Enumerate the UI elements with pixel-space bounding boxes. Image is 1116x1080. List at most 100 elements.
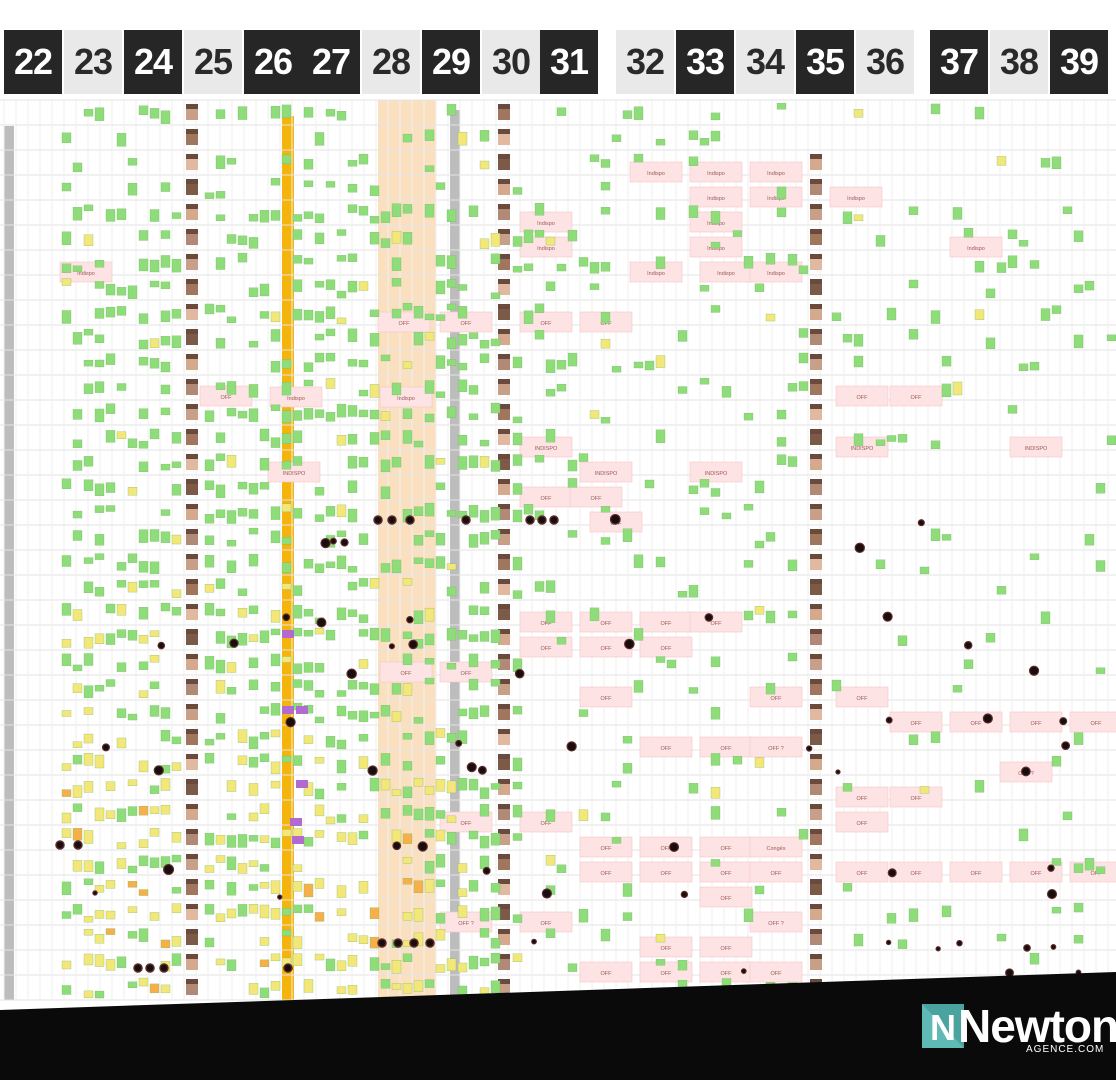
week-36-label[interactable]: 36 xyxy=(856,30,914,94)
sticky-note xyxy=(600,159,611,168)
sticky-note xyxy=(908,329,919,340)
week-28-label[interactable]: 28 xyxy=(362,30,420,94)
sticky-note xyxy=(303,662,314,673)
off-block xyxy=(639,636,693,658)
event-dot xyxy=(1020,766,1031,777)
sticky-note xyxy=(127,630,138,641)
week-27-label[interactable]: 27 xyxy=(302,30,360,94)
avatar-hair xyxy=(498,404,510,409)
sticky-note xyxy=(413,880,424,893)
week-35-label[interactable]: 35 xyxy=(796,30,854,94)
week-24-label[interactable]: 24 xyxy=(124,30,182,94)
event-dot xyxy=(229,638,239,648)
sticky-note xyxy=(281,154,292,165)
sticky-note xyxy=(94,534,105,546)
sticky-note xyxy=(424,677,435,685)
sticky-note xyxy=(512,804,523,818)
week-33-label[interactable]: 33 xyxy=(676,30,734,94)
sticky-note xyxy=(710,130,721,142)
avatar-hair xyxy=(810,704,822,709)
week-22-label[interactable]: 22 xyxy=(4,30,62,94)
avatar-hair xyxy=(186,404,198,409)
week-29-label[interactable]: 29 xyxy=(422,30,480,94)
sticky-note xyxy=(611,366,622,373)
sticky-note xyxy=(347,184,358,193)
sticky-note xyxy=(138,339,149,350)
sticky-note xyxy=(61,478,72,489)
sticky-note xyxy=(908,206,919,215)
left-gutter xyxy=(4,126,14,1000)
sticky-note xyxy=(600,812,611,822)
sticky-note xyxy=(336,255,347,262)
avatar-hair xyxy=(186,854,198,859)
week-32-label[interactable]: 32 xyxy=(616,30,674,94)
week-31-label[interactable]: 31 xyxy=(540,30,598,94)
week-39-label[interactable]: 39 xyxy=(1050,30,1108,94)
sticky-note xyxy=(633,554,644,568)
week-38-label[interactable]: 38 xyxy=(990,30,1048,94)
avatar-hair xyxy=(498,929,510,934)
sticky-note xyxy=(259,753,270,762)
off-block xyxy=(639,736,693,758)
sticky-note xyxy=(270,653,281,667)
week-30-label[interactable]: 30 xyxy=(482,30,540,94)
week-37-label[interactable]: 37 xyxy=(930,30,988,94)
sticky-note xyxy=(105,810,116,819)
sticky-note xyxy=(787,610,798,619)
event-dot xyxy=(882,611,893,622)
sticky-note xyxy=(127,487,138,496)
sticky-note xyxy=(886,435,897,442)
sticky-note xyxy=(171,335,182,348)
off-block-label: OFF xyxy=(661,646,673,652)
sticky-note xyxy=(567,352,578,367)
sticky-note xyxy=(479,787,490,799)
week-header: 22 23 24 25 26 27 28 29 30 31 32 33 34 35 36 37 38 39 xyxy=(0,30,1116,94)
event-dot xyxy=(285,717,296,728)
off-block xyxy=(639,836,693,858)
sticky-note xyxy=(490,783,501,790)
week-26-label[interactable]: 26 xyxy=(244,30,302,94)
off-block-label: Indispo xyxy=(397,396,415,402)
sticky-note xyxy=(325,109,336,117)
sticky-note xyxy=(72,803,83,812)
week-23-label[interactable]: 23 xyxy=(64,30,122,94)
off-block-label: INDISPO xyxy=(851,446,874,452)
sticky-note xyxy=(435,810,446,819)
event-dot xyxy=(417,841,428,852)
sticky-note xyxy=(435,314,446,321)
sticky-note xyxy=(721,386,732,398)
sticky-note xyxy=(292,663,303,674)
week-25-label[interactable]: 25 xyxy=(184,30,242,94)
sticky-note xyxy=(798,829,809,840)
week-34-label[interactable]: 34 xyxy=(736,30,794,94)
sticky-note xyxy=(72,332,83,345)
off-block-label: OFF xyxy=(541,646,553,652)
off-block-label: OFF xyxy=(911,796,923,802)
sticky-note xyxy=(468,534,479,548)
sticky-note xyxy=(127,553,138,563)
avatar-hair xyxy=(810,379,822,384)
sticky-note xyxy=(149,705,160,717)
sticky-note xyxy=(798,265,809,274)
sticky-note xyxy=(534,203,545,216)
sticky-note xyxy=(325,279,336,290)
sticky-note xyxy=(655,355,666,368)
sticky-note xyxy=(776,454,787,465)
sticky-note xyxy=(358,710,369,722)
sticky-note xyxy=(270,106,281,119)
sticky-note xyxy=(512,556,523,571)
sticky-note xyxy=(281,656,292,663)
sticky-note xyxy=(160,407,171,416)
sticky-note xyxy=(116,808,127,822)
event-dot xyxy=(466,762,477,773)
sticky-note xyxy=(347,985,358,995)
sticky-note xyxy=(677,591,688,598)
sticky-note xyxy=(292,255,303,264)
sticky-note xyxy=(1106,334,1116,341)
sticky-note xyxy=(61,812,72,824)
off-block-label: OFF xyxy=(911,871,923,877)
off-block-label: OFF xyxy=(601,646,613,652)
sticky-note xyxy=(721,512,732,520)
sticky-note xyxy=(259,904,270,919)
